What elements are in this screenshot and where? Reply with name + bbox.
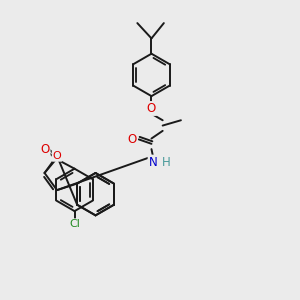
Text: O: O [52, 151, 62, 161]
Text: O: O [40, 143, 50, 156]
Text: Cl: Cl [69, 219, 80, 229]
Text: N: N [148, 156, 157, 169]
Text: H: H [162, 156, 171, 169]
Text: O: O [128, 133, 137, 146]
Text: O: O [147, 102, 156, 115]
